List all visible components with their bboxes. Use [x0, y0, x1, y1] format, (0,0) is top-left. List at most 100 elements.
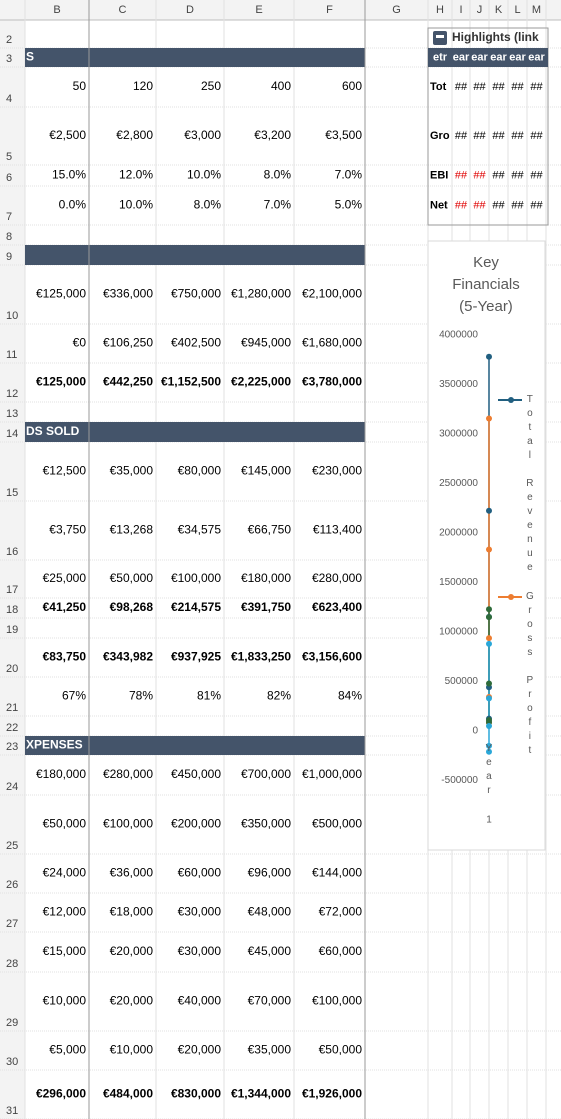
cell-value: 600	[342, 79, 362, 93]
cell-value: 8.0%	[194, 198, 222, 212]
cell-value: €280,000	[103, 767, 153, 781]
cell-value: €60,000	[319, 944, 363, 958]
column-header: F	[326, 4, 333, 16]
cell-value: €41,250	[43, 600, 87, 614]
row-number: 27	[6, 918, 18, 930]
panel-row-label: EBI	[430, 169, 448, 181]
cell-value: €125,000	[36, 287, 86, 301]
cell-value: €12,000	[43, 905, 87, 919]
row-number: 2	[6, 34, 12, 46]
cell-value: €937,925	[171, 650, 221, 664]
row-number: 10	[6, 310, 18, 322]
data-point	[486, 680, 492, 687]
column-header: C	[119, 4, 127, 16]
chart-frame	[427, 240, 546, 851]
panel-header: etr	[433, 51, 448, 63]
panel-row-label: Gro	[430, 130, 450, 142]
cell-value: €623,400	[312, 600, 362, 614]
cell-value: €450,000	[171, 767, 221, 781]
panel-cell: ##	[530, 169, 543, 181]
cell-value: €50,000	[319, 1043, 363, 1057]
cell-value: 250	[201, 79, 221, 93]
row-number: 29	[6, 1017, 18, 1029]
cell-value: 7.0%	[335, 168, 363, 182]
row-number: 23	[6, 741, 18, 753]
panel-icon-glyph	[436, 35, 444, 38]
section-title: DS SOLD	[26, 424, 80, 438]
legend-label: Gross Profit	[524, 591, 535, 759]
data-point	[486, 606, 492, 613]
y-tick-label: 1000000	[439, 627, 478, 638]
cell-value: €484,000	[103, 1087, 153, 1101]
cell-value: €2,100,000	[302, 287, 362, 301]
cell-value: €50,000	[110, 571, 154, 585]
cell-value: €402,500	[171, 336, 221, 350]
column-header: D	[186, 4, 194, 16]
cell-value: €3,156,600	[302, 650, 362, 664]
cell-value: €830,000	[171, 1087, 221, 1101]
panel-cell: ##	[455, 169, 468, 181]
row-number: 9	[6, 251, 12, 263]
cell-value: 10.0%	[119, 198, 153, 212]
cell-value: €100,000	[312, 994, 362, 1008]
cell-value: €48,000	[248, 905, 292, 919]
cell-value: 10.0%	[187, 168, 221, 182]
cell-value: €3,500	[325, 128, 362, 142]
cell-value: €1,000,000	[302, 767, 362, 781]
row-number: 19	[6, 624, 18, 636]
cell-value: €1,833,250	[231, 650, 291, 664]
cell-value: €25,000	[43, 571, 87, 585]
row-number: 11	[6, 349, 17, 361]
cell-value: €391,750	[241, 600, 291, 614]
cell-value: €500,000	[312, 817, 362, 831]
cell-value: €945,000	[241, 336, 291, 350]
cell-value: €100,000	[103, 817, 153, 831]
cell-value: €12,500	[43, 464, 87, 478]
cell-value: 78%	[129, 689, 153, 703]
cell-value: 12.0%	[119, 168, 153, 182]
cell-value: €144,000	[312, 866, 362, 880]
row-number: 8	[6, 231, 12, 243]
cell-value: €20,000	[178, 1043, 222, 1057]
cell-value: €2,500	[49, 128, 86, 142]
cell-value: €15,000	[43, 944, 87, 958]
row-header-bar	[0, 20, 25, 1119]
row-number: 7	[6, 211, 12, 223]
cell-value: €700,000	[241, 767, 291, 781]
cell-value: €343,982	[103, 650, 153, 664]
cell-value: €70,000	[248, 994, 292, 1008]
data-point	[486, 748, 492, 755]
cell-value: €3,200	[254, 128, 291, 142]
data-point	[486, 723, 492, 730]
cell-value: €30,000	[178, 905, 222, 919]
chart-title: Key Financials (5-Year)	[452, 254, 520, 315]
row-number: 26	[6, 879, 18, 891]
cell-value: €83,750	[43, 650, 87, 664]
cell-value: €180,000	[36, 767, 86, 781]
data-point	[486, 415, 492, 422]
data-point	[486, 635, 492, 642]
cell-value: €13,268	[110, 523, 154, 537]
row-number: 17	[6, 584, 18, 596]
cell-value: €35,000	[110, 464, 154, 478]
cell-value: €72,000	[319, 905, 363, 919]
cell-value: €145,000	[241, 464, 291, 478]
panel-row-label: Tot	[430, 81, 447, 93]
panel-cell: ##	[473, 130, 486, 142]
panel-cell: ##	[492, 130, 505, 142]
cell-value: 84%	[338, 689, 362, 703]
cell-value: 82%	[267, 689, 291, 703]
panel-frame	[427, 27, 549, 226]
cell-value: €80,000	[178, 464, 222, 478]
cell-value: €280,000	[312, 571, 362, 585]
section-band	[25, 422, 365, 442]
panel-cell: ##	[530, 199, 543, 211]
y-tick-label: 3500000	[439, 379, 478, 390]
cell-value: €1,926,000	[302, 1087, 362, 1101]
cell-value: €36,000	[110, 866, 154, 880]
cell-value: 81%	[197, 689, 221, 703]
y-tick-label: 0	[472, 726, 478, 737]
y-tick-label: 2000000	[439, 528, 478, 539]
